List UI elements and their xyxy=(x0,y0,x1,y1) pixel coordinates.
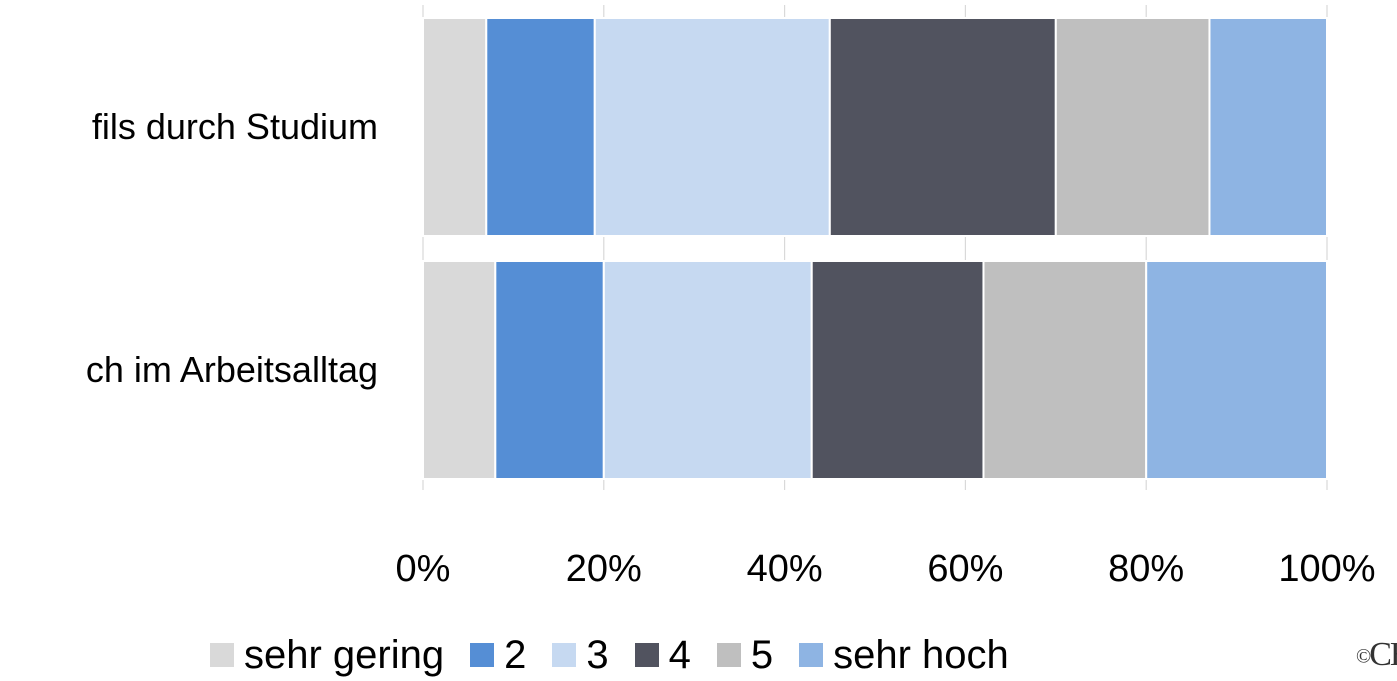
legend-item: 4 xyxy=(634,632,691,678)
legend-item: sehr gering xyxy=(210,633,444,678)
bar-segment xyxy=(422,17,488,237)
category-labels: fils durch Studium ch im Arbeitsalltag xyxy=(86,106,378,390)
legend-swatch xyxy=(552,643,577,667)
x-tick-label: 60% xyxy=(927,548,1003,590)
bar-segment xyxy=(494,260,605,480)
logo-copyright: © xyxy=(1356,645,1371,668)
legend-item: sehr hoch xyxy=(799,633,1009,678)
category-label: fils durch Studium xyxy=(92,106,378,147)
x-tick-label: 80% xyxy=(1108,548,1184,590)
legend-label: 4 xyxy=(668,632,691,677)
legend-swatch xyxy=(634,643,659,667)
bar-segment xyxy=(1145,260,1328,480)
x-tick-labels: 0% 20% 40% 60% 80% 100% xyxy=(396,548,1376,590)
legend: sehr gering 2 3 4 5 sehr hoch xyxy=(210,630,1035,680)
bar-segment xyxy=(1208,17,1328,237)
legend-label: 5 xyxy=(750,632,774,677)
bar-segment xyxy=(1054,17,1211,237)
bar-segment xyxy=(982,260,1148,480)
x-tick-label: 100% xyxy=(1278,548,1375,590)
x-tick-label: 40% xyxy=(747,548,823,590)
che-logo: ©CHE xyxy=(1356,636,1397,674)
legend-label: 3 xyxy=(586,632,609,677)
stacked-bar-chart: fils durch Studium ch im Arbeitsalltag 0%… xyxy=(86,5,1376,590)
bar-segment xyxy=(593,17,831,237)
legend-swatch xyxy=(470,643,495,667)
bar-segment xyxy=(422,260,497,480)
category-label: ch im Arbeitsalltag xyxy=(86,349,378,390)
bar-segment xyxy=(602,260,813,480)
logo-text: CHE xyxy=(1369,636,1397,673)
legend-label: sehr gering xyxy=(244,632,445,677)
bar-segment xyxy=(485,17,596,237)
legend-label: sehr hoch xyxy=(833,632,1009,677)
bar-segment xyxy=(810,260,985,480)
legend-item: 3 xyxy=(552,632,609,678)
legend-item: 2 xyxy=(470,633,526,678)
bars-group xyxy=(422,17,1328,480)
x-tick-label: 20% xyxy=(566,548,642,590)
x-tick-label: 0% xyxy=(396,548,451,590)
legend-swatch xyxy=(210,643,234,667)
legend-item: 5 xyxy=(716,632,774,678)
bar-segment xyxy=(828,17,1057,237)
legend-label: 2 xyxy=(504,632,527,677)
legend-swatch xyxy=(799,643,824,667)
legend-swatch xyxy=(716,643,741,667)
